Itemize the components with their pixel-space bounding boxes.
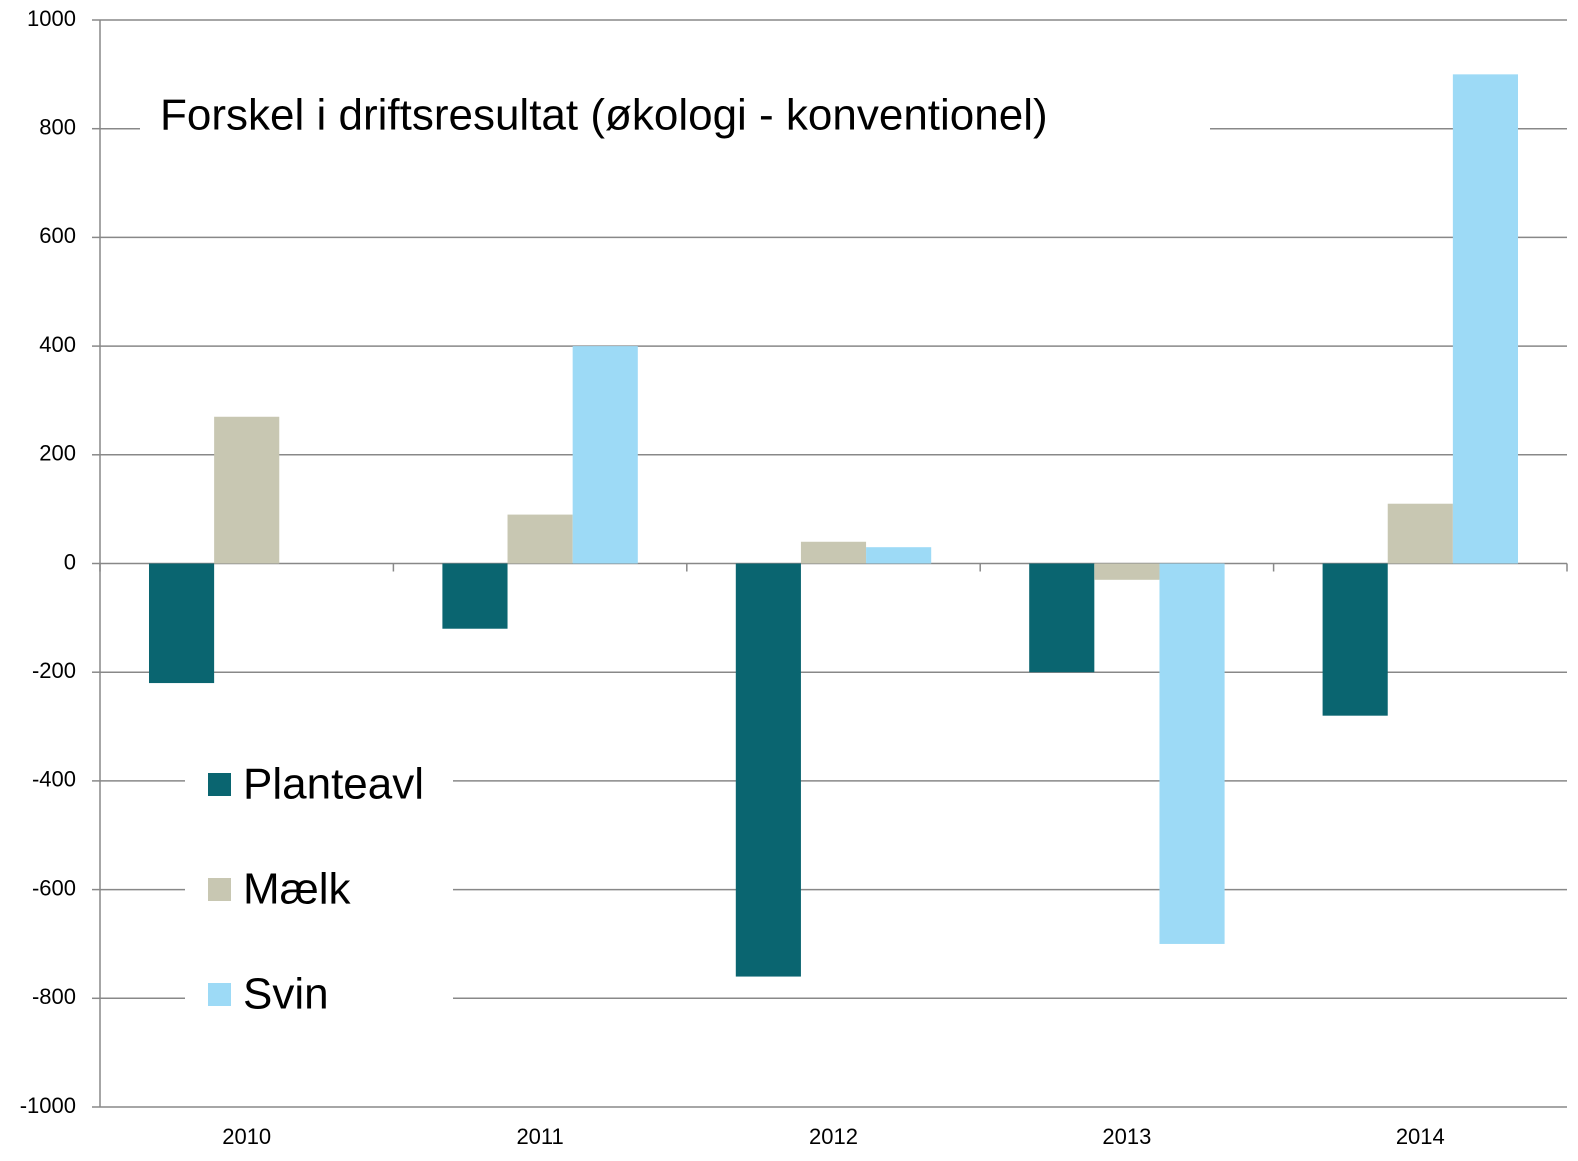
- y-tick-label: -400: [32, 767, 76, 792]
- bar: [1452, 74, 1519, 564]
- bar: [1159, 563, 1225, 944]
- bar: [800, 541, 867, 564]
- bar: [148, 563, 215, 684]
- title-background: [140, 90, 1210, 150]
- grid: -1000 -800 -600 -400 -200 0 200 400 600 800 1000 20…: [20, 6, 1568, 1149]
- bars: [148, 74, 1519, 977]
- x-tick-label: 2011: [516, 1124, 563, 1149]
- y-tick-label: 0: [64, 549, 76, 574]
- bar: [1387, 503, 1453, 564]
- y-tick-label: -200: [32, 658, 76, 683]
- y-tick-label: -1000: [20, 1093, 76, 1118]
- legend: Planteavl Mælk Svin: [185, 740, 453, 1060]
- y-tick-label: 800: [39, 115, 76, 140]
- bar: [572, 346, 638, 564]
- chart-title: Forskel i driftsresultat (økologi - konv…: [160, 91, 1048, 140]
- bar: [866, 547, 932, 564]
- x-tick-label: 2010: [222, 1124, 271, 1149]
- legend-label: Svin: [243, 970, 329, 1019]
- bar: [1029, 563, 1095, 673]
- bar: [1094, 563, 1160, 580]
- bar: [507, 514, 573, 564]
- x-tick-label: 2014: [1396, 1124, 1445, 1149]
- x-tick-label: 2013: [1102, 1124, 1151, 1149]
- y-tick-label: 1000: [27, 6, 76, 31]
- x-tick-label: 2012: [809, 1124, 858, 1149]
- y-tick-label: 400: [39, 332, 76, 357]
- legend-swatch: [208, 878, 231, 901]
- y-tick-label: -800: [32, 984, 76, 1009]
- legend-swatch: [208, 773, 231, 796]
- y-tick-label: -600: [32, 875, 76, 900]
- bar: [214, 416, 280, 564]
- bar: [1322, 563, 1388, 716]
- y-tick-label: 600: [39, 223, 76, 248]
- bar: [735, 563, 801, 977]
- bar: [442, 563, 508, 629]
- legend-label: Planteavl: [243, 760, 424, 809]
- legend-label: Mælk: [243, 865, 352, 914]
- legend-swatch: [208, 983, 231, 1006]
- y-tick-label: 200: [39, 441, 76, 466]
